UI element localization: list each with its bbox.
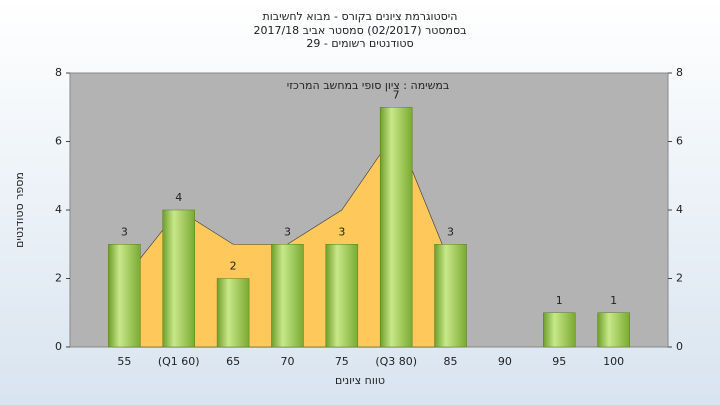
y-tick-label: 4	[55, 203, 62, 216]
y-tick-label: 6	[55, 135, 62, 148]
bar	[379, 107, 413, 348]
x-tick-label: 70	[280, 355, 294, 368]
value-label: 3	[121, 225, 128, 238]
value-label: 7	[393, 88, 400, 101]
bar	[216, 278, 250, 348]
value-label: 2	[230, 260, 237, 273]
bar	[597, 312, 630, 348]
y-axis-label: מספר סטודנטים	[13, 172, 26, 248]
x-tick-label: 75	[335, 355, 349, 368]
chart-subtitle: בסמסטר (02/2017) סמסטר אביב 2017/18	[253, 24, 466, 37]
x-tick-label: 90	[498, 355, 512, 368]
x-tick-label: 55	[117, 355, 131, 368]
chart-subtitle: סטודנטים רשומים - 29	[306, 37, 413, 50]
x-tick-label: 65	[226, 355, 240, 368]
bar	[271, 244, 304, 348]
bar	[434, 244, 467, 348]
y2-tick-label: 0	[676, 340, 683, 353]
value-label: 3	[447, 225, 454, 238]
bar	[543, 312, 576, 348]
value-label: 3	[284, 225, 291, 238]
y-tick-label: 8	[55, 66, 62, 79]
x-tick-label: 85	[444, 355, 458, 368]
y2-tick-label: 2	[676, 272, 683, 285]
bar	[162, 209, 195, 348]
value-label: 1	[556, 294, 563, 307]
y2-tick-label: 8	[676, 66, 683, 79]
value-label: 1	[610, 294, 617, 307]
x-tick-label: 100	[603, 355, 624, 368]
y2-tick-label: 4	[676, 203, 683, 216]
bar	[325, 244, 359, 348]
x-tick-label: (Q1 60)	[158, 355, 200, 368]
y2-tick-label: 6	[676, 135, 683, 148]
value-label: 3	[338, 225, 345, 238]
marks: 0 0 2 2 4 4 6 6 8 8 55 (Q1 60) 65 70 75 (Q3 80) 85 90 95 10…	[55, 66, 683, 368]
x-tick-label: (Q3 80)	[375, 355, 417, 368]
y-tick-label: 0	[55, 340, 62, 353]
y-tick-label: 2	[55, 272, 62, 285]
annotation: במשימה : ציון סופי במחשב המרכזי	[287, 79, 450, 92]
value-label: 4	[175, 191, 182, 204]
x-axis-label: טווח ציונים	[335, 374, 385, 387]
x-tick-label: 95	[552, 355, 566, 368]
chart-title: היסטוגרמת ציונים בקורס - מבוא לחשיבות	[263, 10, 458, 23]
bar	[108, 244, 141, 348]
